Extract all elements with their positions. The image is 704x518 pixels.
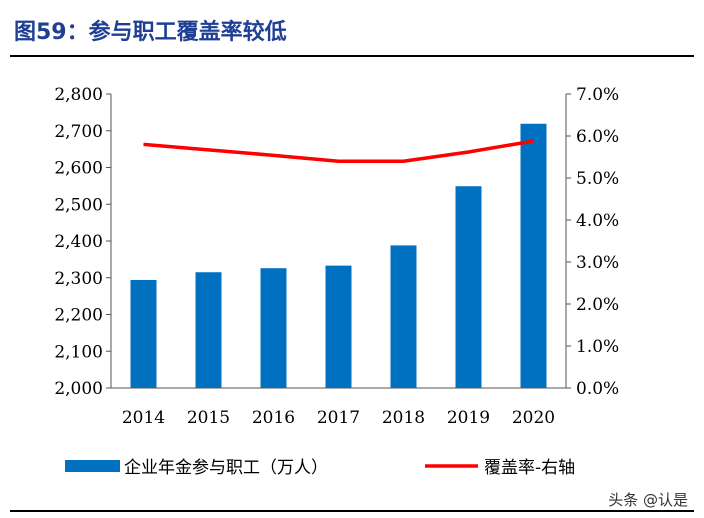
right-tick-label: 1.0% bbox=[576, 337, 619, 357]
bar bbox=[455, 186, 482, 388]
right-tick-label: 2.0% bbox=[576, 295, 619, 315]
bar bbox=[325, 265, 352, 388]
legend-bar-label: 企业年金参与职工（万人） bbox=[124, 458, 328, 478]
x-tick-label: 2016 bbox=[252, 408, 295, 428]
x-tick-label: 2017 bbox=[317, 408, 360, 428]
left-tick-label: 2,400 bbox=[54, 232, 103, 252]
bar bbox=[520, 123, 547, 388]
bar bbox=[260, 268, 287, 388]
top-divider bbox=[10, 55, 694, 57]
right-tick-label: 4.0% bbox=[576, 211, 619, 231]
x-tick-label: 2019 bbox=[447, 408, 490, 428]
bottom-divider bbox=[10, 510, 694, 512]
right-tick-label: 7.0% bbox=[576, 85, 619, 105]
figure-title: 图59：参与职工覆盖率较低 bbox=[14, 20, 287, 45]
bar bbox=[390, 245, 417, 388]
watermark: 头条 @认是 bbox=[608, 491, 688, 509]
left-tick-label: 2,200 bbox=[54, 306, 103, 326]
left-tick-label: 2,000 bbox=[54, 379, 103, 399]
left-tick-label: 2,700 bbox=[54, 122, 103, 142]
bar bbox=[195, 272, 222, 388]
left-tick-label: 2,500 bbox=[54, 195, 103, 215]
x-tick-label: 2015 bbox=[187, 408, 230, 428]
x-tick-label: 2020 bbox=[512, 408, 555, 428]
right-tick-label: 5.0% bbox=[576, 169, 619, 189]
left-tick-label: 2,300 bbox=[54, 269, 103, 289]
left-tick-label: 2,100 bbox=[54, 342, 103, 362]
right-tick-label: 6.0% bbox=[576, 127, 619, 147]
bar bbox=[130, 279, 157, 388]
right-tick-label: 3.0% bbox=[576, 253, 619, 273]
x-tick-label: 2014 bbox=[122, 408, 165, 428]
legend-bar-swatch bbox=[65, 460, 120, 472]
legend-line-label: 覆盖率-右轴 bbox=[484, 458, 575, 478]
left-tick-label: 2,800 bbox=[54, 85, 103, 105]
left-tick-label: 2,600 bbox=[54, 159, 103, 179]
right-tick-label: 0.0% bbox=[576, 379, 619, 399]
x-tick-label: 2018 bbox=[382, 408, 425, 428]
coverage-line bbox=[143, 139, 534, 163]
